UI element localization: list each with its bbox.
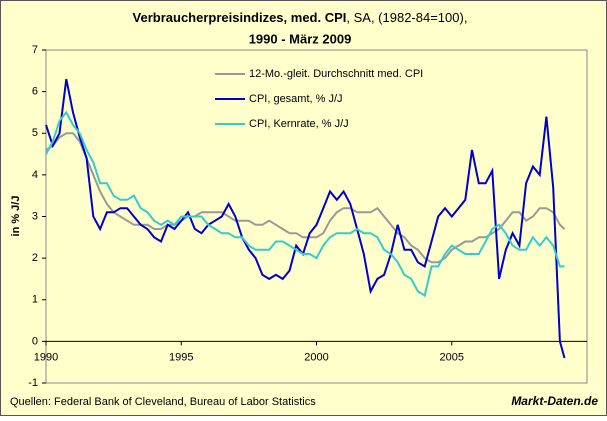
plot-area (45, 49, 588, 384)
chart-subtitle: 1990 - März 2009 (249, 31, 352, 46)
x-tick-label: 1990 (34, 351, 58, 363)
y-tick-label: 7 (32, 44, 38, 56)
series-line (45, 110, 565, 298)
y-tick-label: 4 (32, 169, 38, 181)
y-tick-label: 3 (32, 210, 38, 222)
x-tick-label: 2000 (304, 351, 328, 363)
legend-label: 12-Mo.-gleit. Durchschnitt med. CPI (249, 68, 423, 80)
title-suffix: , SA, (1982-84=100), (346, 10, 467, 25)
y-tick-label: 0 (32, 335, 38, 347)
legend-label: CPI, Kernrate, % J/J (249, 118, 349, 130)
y-tick-label: -1 (28, 377, 38, 389)
series-line (45, 78, 566, 359)
y-tick-label: 6 (32, 86, 38, 98)
series-line (45, 132, 566, 264)
brand: Markt-Daten.de (511, 394, 598, 408)
chart-title: Verbraucherpreisindizes, med. CPI, SA, (… (133, 10, 468, 25)
y-tick-label: 1 (32, 294, 38, 306)
x-tick-label: 2005 (440, 351, 464, 363)
x-tick-label: 1995 (169, 351, 193, 363)
legend-label: CPI, gesamt, % J/J (249, 93, 343, 105)
y-axis-label: in % J/J (10, 196, 22, 237)
source: Quellen: Federal Bank of Cleveland, Bure… (10, 396, 316, 408)
y-tick-label: 5 (32, 127, 38, 139)
title-main: Verbraucherpreisindizes, med. CPI (133, 10, 347, 25)
y-tick-label: 2 (32, 252, 38, 264)
